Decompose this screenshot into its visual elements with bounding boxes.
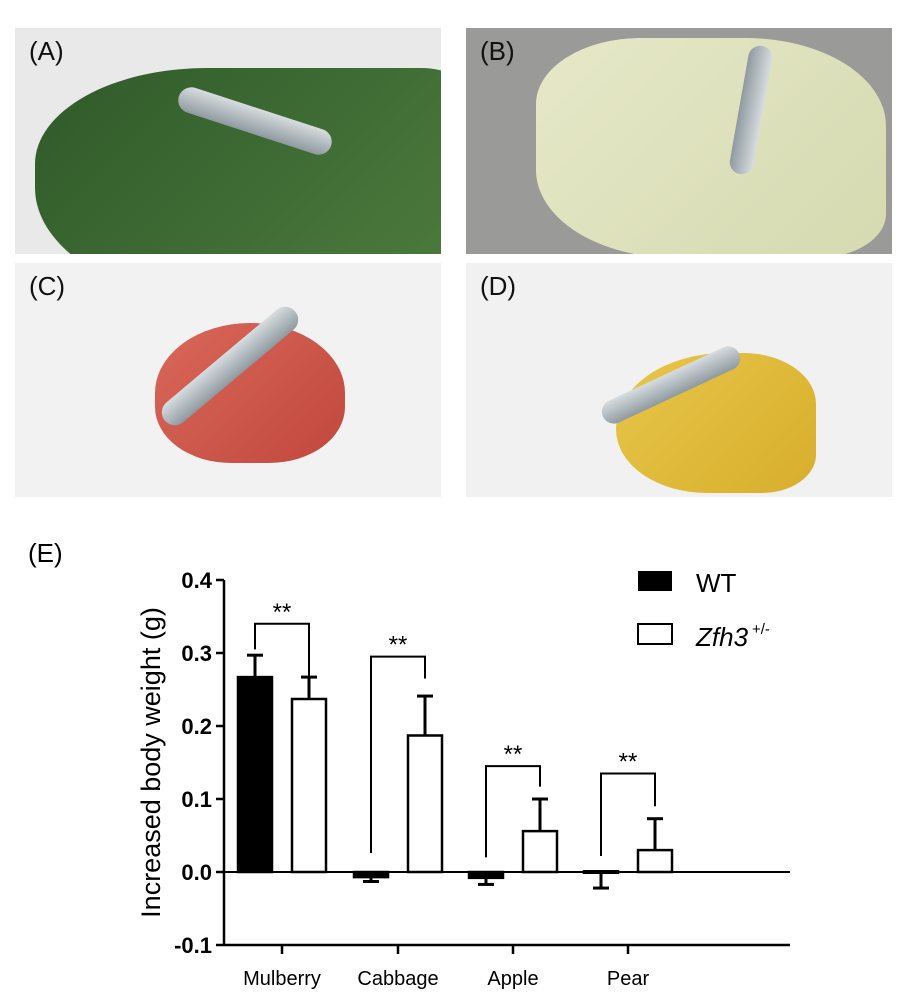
bar-zfh3 — [406, 734, 444, 874]
bar-zfh3 — [290, 697, 328, 874]
legend-label-wt: WT — [696, 568, 737, 598]
panel-label: (B) — [480, 36, 515, 66]
significance-bracket — [254, 622, 310, 677]
legend-swatch-zfh3 — [637, 623, 673, 645]
legend-swatch-wt — [638, 571, 672, 591]
bar-wt — [467, 870, 505, 880]
x-tick-label: Cabbage — [357, 968, 438, 990]
y-tick-label: 0.0 — [181, 860, 212, 885]
bar-wt — [236, 675, 274, 874]
photo-panel: (B) — [466, 28, 892, 254]
significance-bracket — [600, 772, 656, 856]
x-tick-label: Mulberry — [243, 968, 321, 990]
y-tick-label: -0.1 — [174, 933, 212, 958]
panel-label-e: (E) — [28, 538, 63, 568]
significance-label: ** — [389, 632, 408, 659]
x-tick-label: Pear — [607, 968, 650, 990]
bar-wt — [352, 870, 390, 879]
significance-bracket — [485, 765, 541, 858]
significance-label: ** — [619, 748, 638, 775]
significance-label: ** — [504, 741, 523, 768]
bar-zfh3 — [521, 829, 559, 874]
y-tick-label: 0.2 — [181, 714, 212, 739]
photo-panel: (D) — [466, 263, 892, 497]
legend-superscript: +/- — [752, 621, 770, 638]
x-tick-label: Apple — [487, 968, 538, 990]
y-axis-label: Increased body weight (g) — [136, 607, 166, 918]
food-image — [35, 68, 441, 254]
food-image — [536, 38, 886, 254]
panel-label: (D) — [480, 271, 517, 301]
photo-panel: (C) — [15, 263, 441, 497]
y-tick-label: 0.3 — [181, 641, 212, 666]
bar-chart: -0.1 0.0 0.1 0.2 0.3 0.4 Increased body weight… — [136, 568, 790, 990]
significance-label: ** — [273, 599, 292, 626]
y-tick-label: 0.4 — [181, 568, 212, 593]
bar-zfh3 — [636, 848, 674, 874]
photo-panel: (A) — [15, 28, 441, 254]
significance-bracket — [370, 655, 426, 854]
panel-label: (C) — [29, 271, 66, 301]
panel-label: (A) — [29, 36, 64, 66]
y-tick-label: 0.1 — [181, 787, 212, 812]
legend-label-zfh3: Zfh3 — [695, 622, 749, 652]
